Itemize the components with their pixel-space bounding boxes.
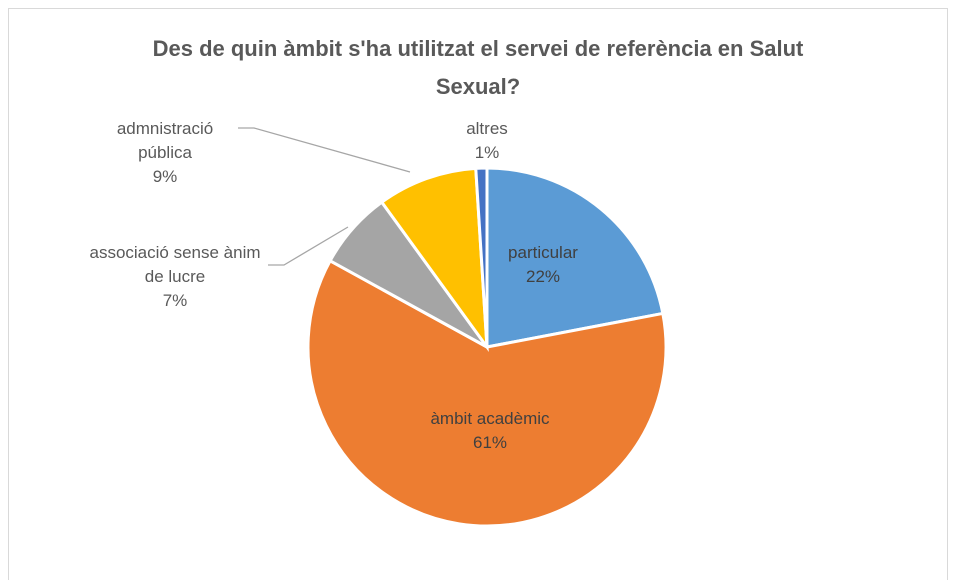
category-name: associació sense ànim de lucre <box>89 243 261 286</box>
value-label: 22% <box>525 267 561 286</box>
pie-slice <box>474 166 489 348</box>
category-name: particular <box>508 243 578 262</box>
slice-label: àmbit acadèmic 61% <box>400 407 580 455</box>
pie-slice <box>306 258 668 528</box>
leader-line <box>268 226 349 266</box>
leader-line <box>238 127 411 173</box>
category-name: àmbit acadèmic <box>430 409 550 428</box>
category-name: altres <box>466 119 508 138</box>
slice-label: admnistració pública 9% <box>105 117 225 189</box>
slice-label: associació sense ànim de lucre 7% <box>80 241 270 313</box>
pie-slice <box>485 166 665 349</box>
category-name: admnistració pública <box>116 119 214 162</box>
slice-label: particular 22% <box>473 241 613 289</box>
chart-frame <box>8 8 948 580</box>
chart-title: Des de quin àmbit s'ha utilitzat el serv… <box>152 36 804 99</box>
slice-label: altres 1% <box>427 117 547 165</box>
value-label: 61% <box>472 433 508 452</box>
value-label: 7% <box>162 291 188 310</box>
value-label: 1% <box>474 143 500 162</box>
value-label: 9% <box>152 167 178 186</box>
pie-slice <box>379 166 489 353</box>
